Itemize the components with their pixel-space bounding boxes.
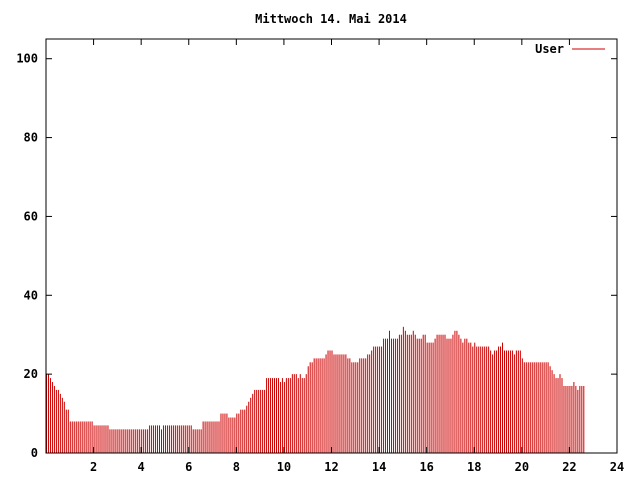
y-tick-label: 0 bbox=[31, 446, 38, 460]
x-tick-label: 22 bbox=[562, 460, 576, 474]
x-tick-label: 18 bbox=[467, 460, 481, 474]
x-tick-label: 2 bbox=[90, 460, 97, 474]
x-tick-label: 16 bbox=[419, 460, 433, 474]
y-tick-label: 40 bbox=[24, 288, 38, 302]
y-tick-label: 20 bbox=[24, 367, 38, 381]
x-tick-label: 10 bbox=[277, 460, 291, 474]
x-tick-label: 12 bbox=[324, 460, 338, 474]
x-tick-label: 6 bbox=[185, 460, 192, 474]
x-tick-label: 20 bbox=[515, 460, 529, 474]
plot-frame bbox=[45, 38, 618, 454]
x-tick-label: 24 bbox=[610, 460, 624, 474]
legend: User bbox=[535, 42, 605, 56]
x-tick-label: 14 bbox=[372, 460, 386, 474]
y-axis: 0 20 40 60 80 100 bbox=[16, 52, 617, 460]
chart-title: Mittwoch 14. Mai 2014 bbox=[255, 12, 407, 26]
y-tick-label: 60 bbox=[24, 209, 38, 223]
y-tick-label: 100 bbox=[16, 52, 38, 66]
bar-series bbox=[46, 326, 585, 453]
x-axis: 2 4 6 8 10 12 14 16 18 20 22 24 bbox=[90, 39, 624, 474]
y-tick-label: 80 bbox=[24, 131, 38, 145]
legend-label: User bbox=[535, 42, 564, 56]
x-tick-label: 8 bbox=[233, 460, 240, 474]
x-tick-label: 4 bbox=[138, 460, 145, 474]
